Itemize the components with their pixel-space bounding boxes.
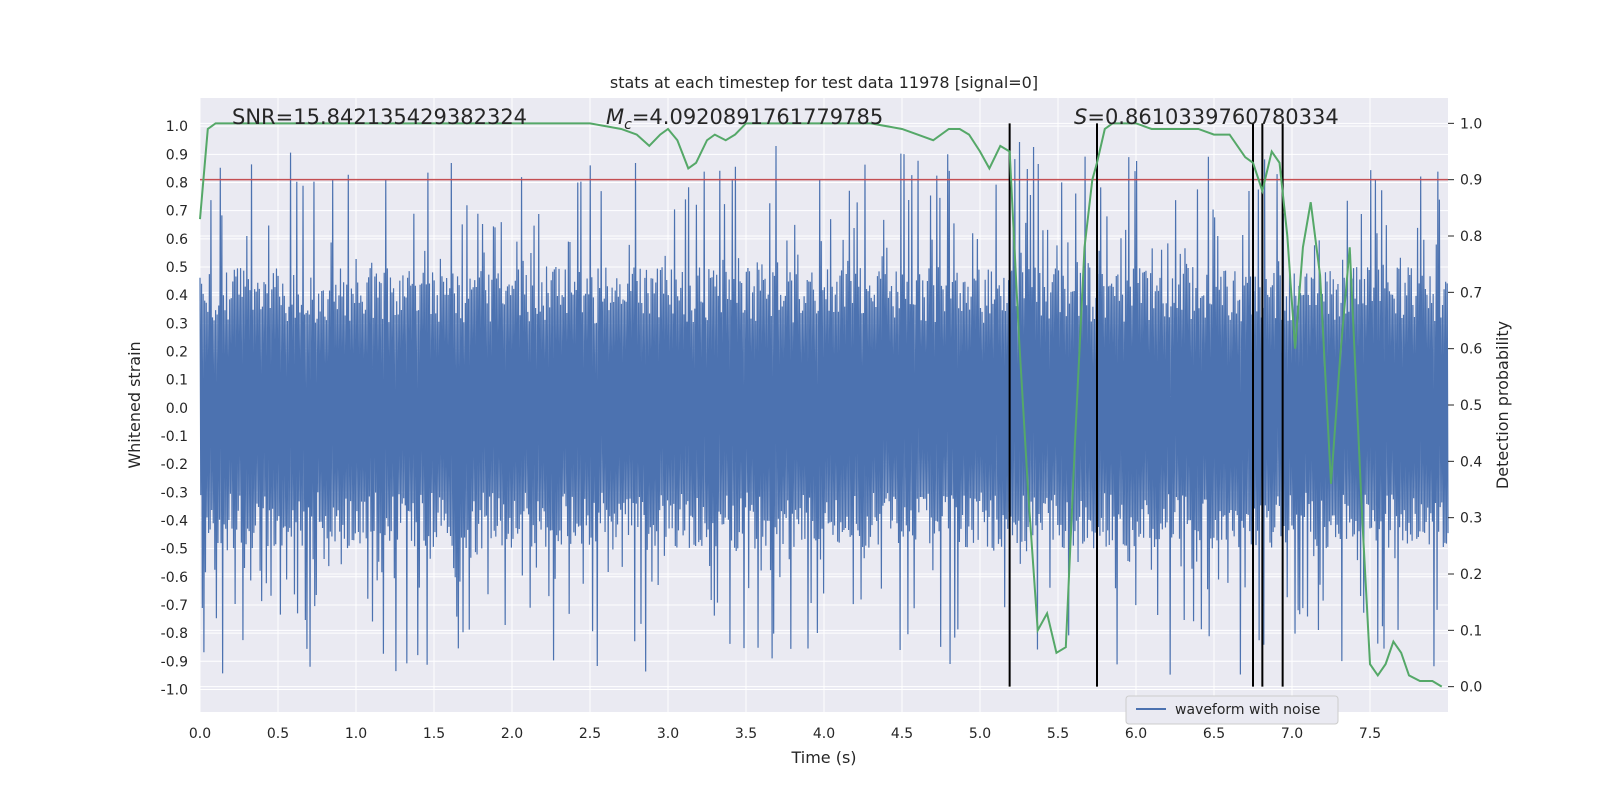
- y-left-tick-label: 1.0: [166, 119, 188, 135]
- y-left-tick-label: 0.5: [166, 260, 188, 276]
- x-tick-label: 2.0: [501, 726, 523, 742]
- y-axis-label-left: Whitened strain: [125, 341, 144, 468]
- legend-box: [1125, 695, 1339, 725]
- y-left-tick-label: -0.8: [161, 626, 188, 642]
- x-tick-label: 6.0: [1125, 726, 1147, 742]
- chart-title: stats at each timestep for test data 119…: [610, 73, 1038, 92]
- y-left-tick-label: 0.7: [166, 204, 188, 220]
- mc-value: =4.0920891761779785: [632, 105, 883, 129]
- y-left-tick-label: 0.3: [166, 316, 188, 332]
- y-right-tick-label: 0.9: [1460, 173, 1482, 189]
- y-left-tick-label: -0.3: [161, 485, 188, 501]
- y-left-tick-label: 0.4: [166, 288, 188, 304]
- legend-label: waveform with noise: [1175, 702, 1320, 718]
- s-annotation: S=0.8610339760780334: [1074, 105, 1339, 129]
- y-left-tick-label: -0.5: [161, 542, 188, 558]
- waveform-series: [199, 141, 1449, 675]
- y-left-tick-label: 0.2: [166, 344, 188, 360]
- x-tick-labels: 0.0 0.5 1.0 1.5 2.0 2.5 3.0 3.5 4.0 4.5 5.0 5.5 6.0 6…: [189, 726, 1381, 742]
- y-left-tick-label: -0.9: [161, 654, 188, 670]
- x-tick-label: 5.0: [969, 726, 991, 742]
- x-tick-label: 0.0: [189, 726, 211, 742]
- y-left-tick-label: -0.6: [161, 570, 188, 586]
- y-right-tick-label: 1.0: [1460, 116, 1482, 132]
- y-axis-label-right: Detection probability: [1493, 321, 1512, 489]
- x-tick-label: 4.5: [891, 726, 913, 742]
- y-right-tick-label: 0.2: [1460, 567, 1482, 583]
- y-left-tick-label: 0.9: [166, 147, 188, 163]
- y-left-tick-label: -1.0: [161, 682, 188, 698]
- y-right-tick-label: 0.6: [1460, 342, 1482, 358]
- y-right-tick-label: 0.4: [1460, 454, 1482, 470]
- waveform-line: [199, 141, 1449, 675]
- snr-annotation: SNR=15.842135429382324: [232, 105, 527, 129]
- x-tick-label: 3.5: [735, 726, 757, 742]
- y-left-tick-label: 0.6: [166, 232, 188, 248]
- y-right-tick-label: 0.0: [1460, 680, 1482, 696]
- x-tick-label: 4.0: [813, 726, 835, 742]
- x-tick-label: 1.5: [423, 726, 445, 742]
- x-tick-label: 6.5: [1203, 726, 1225, 742]
- vertical-lines: [1008, 123, 1284, 687]
- y-left-tick-label: -0.1: [161, 429, 188, 445]
- y-right-tick-label: 0.8: [1460, 229, 1482, 245]
- mc-symbol: M: [606, 105, 624, 129]
- s-value: =0.8610339760780334: [1087, 105, 1338, 129]
- y-left-tick-label: 0.1: [166, 373, 188, 389]
- x-tick-label: 2.5: [579, 726, 601, 742]
- x-tick-label: 7.0: [1281, 726, 1303, 742]
- legend: waveform with noise: [1125, 695, 1339, 725]
- y-left-tick-label: -0.7: [161, 598, 188, 614]
- probability-series: [199, 122, 1443, 688]
- y-left-tick-label: 0.8: [166, 175, 188, 191]
- y-left-tick-label: 0.0: [166, 401, 188, 417]
- y-right-tick-label: 0.7: [1460, 285, 1482, 301]
- y-left-tick-labels: 1.0 0.9 0.8 0.7 0.6 0.5 0.4 0.3 0.2 0.1 0.0 -0.1 -0.…: [161, 119, 188, 698]
- y-right-tick-label: 0.1: [1460, 623, 1482, 639]
- x-axis-label: Time (s): [790, 748, 856, 767]
- y-right-tick-label: 0.5: [1460, 398, 1482, 414]
- y-right-tick-labels: 1.0 0.9 0.8 0.7 0.6 0.5 0.4 0.3 0.2 0.1 0.0: [1448, 116, 1482, 696]
- chirp-mass-annotation: Mc=4.0920891761779785: [606, 105, 883, 133]
- y-right-tick-label: 0.3: [1460, 511, 1482, 527]
- y-left-tick-label: -0.2: [161, 457, 188, 473]
- mc-subscript: c: [624, 117, 632, 133]
- x-tick-label: 0.5: [267, 726, 289, 742]
- x-tick-label: 3.0: [657, 726, 679, 742]
- probability-line: [199, 122, 1443, 688]
- x-tick-label: 7.5: [1359, 726, 1381, 742]
- x-tick-label: 1.0: [345, 726, 367, 742]
- x-tick-label: 5.5: [1047, 726, 1069, 742]
- y-left-tick-label: -0.4: [161, 513, 188, 529]
- s-symbol: S: [1074, 105, 1087, 129]
